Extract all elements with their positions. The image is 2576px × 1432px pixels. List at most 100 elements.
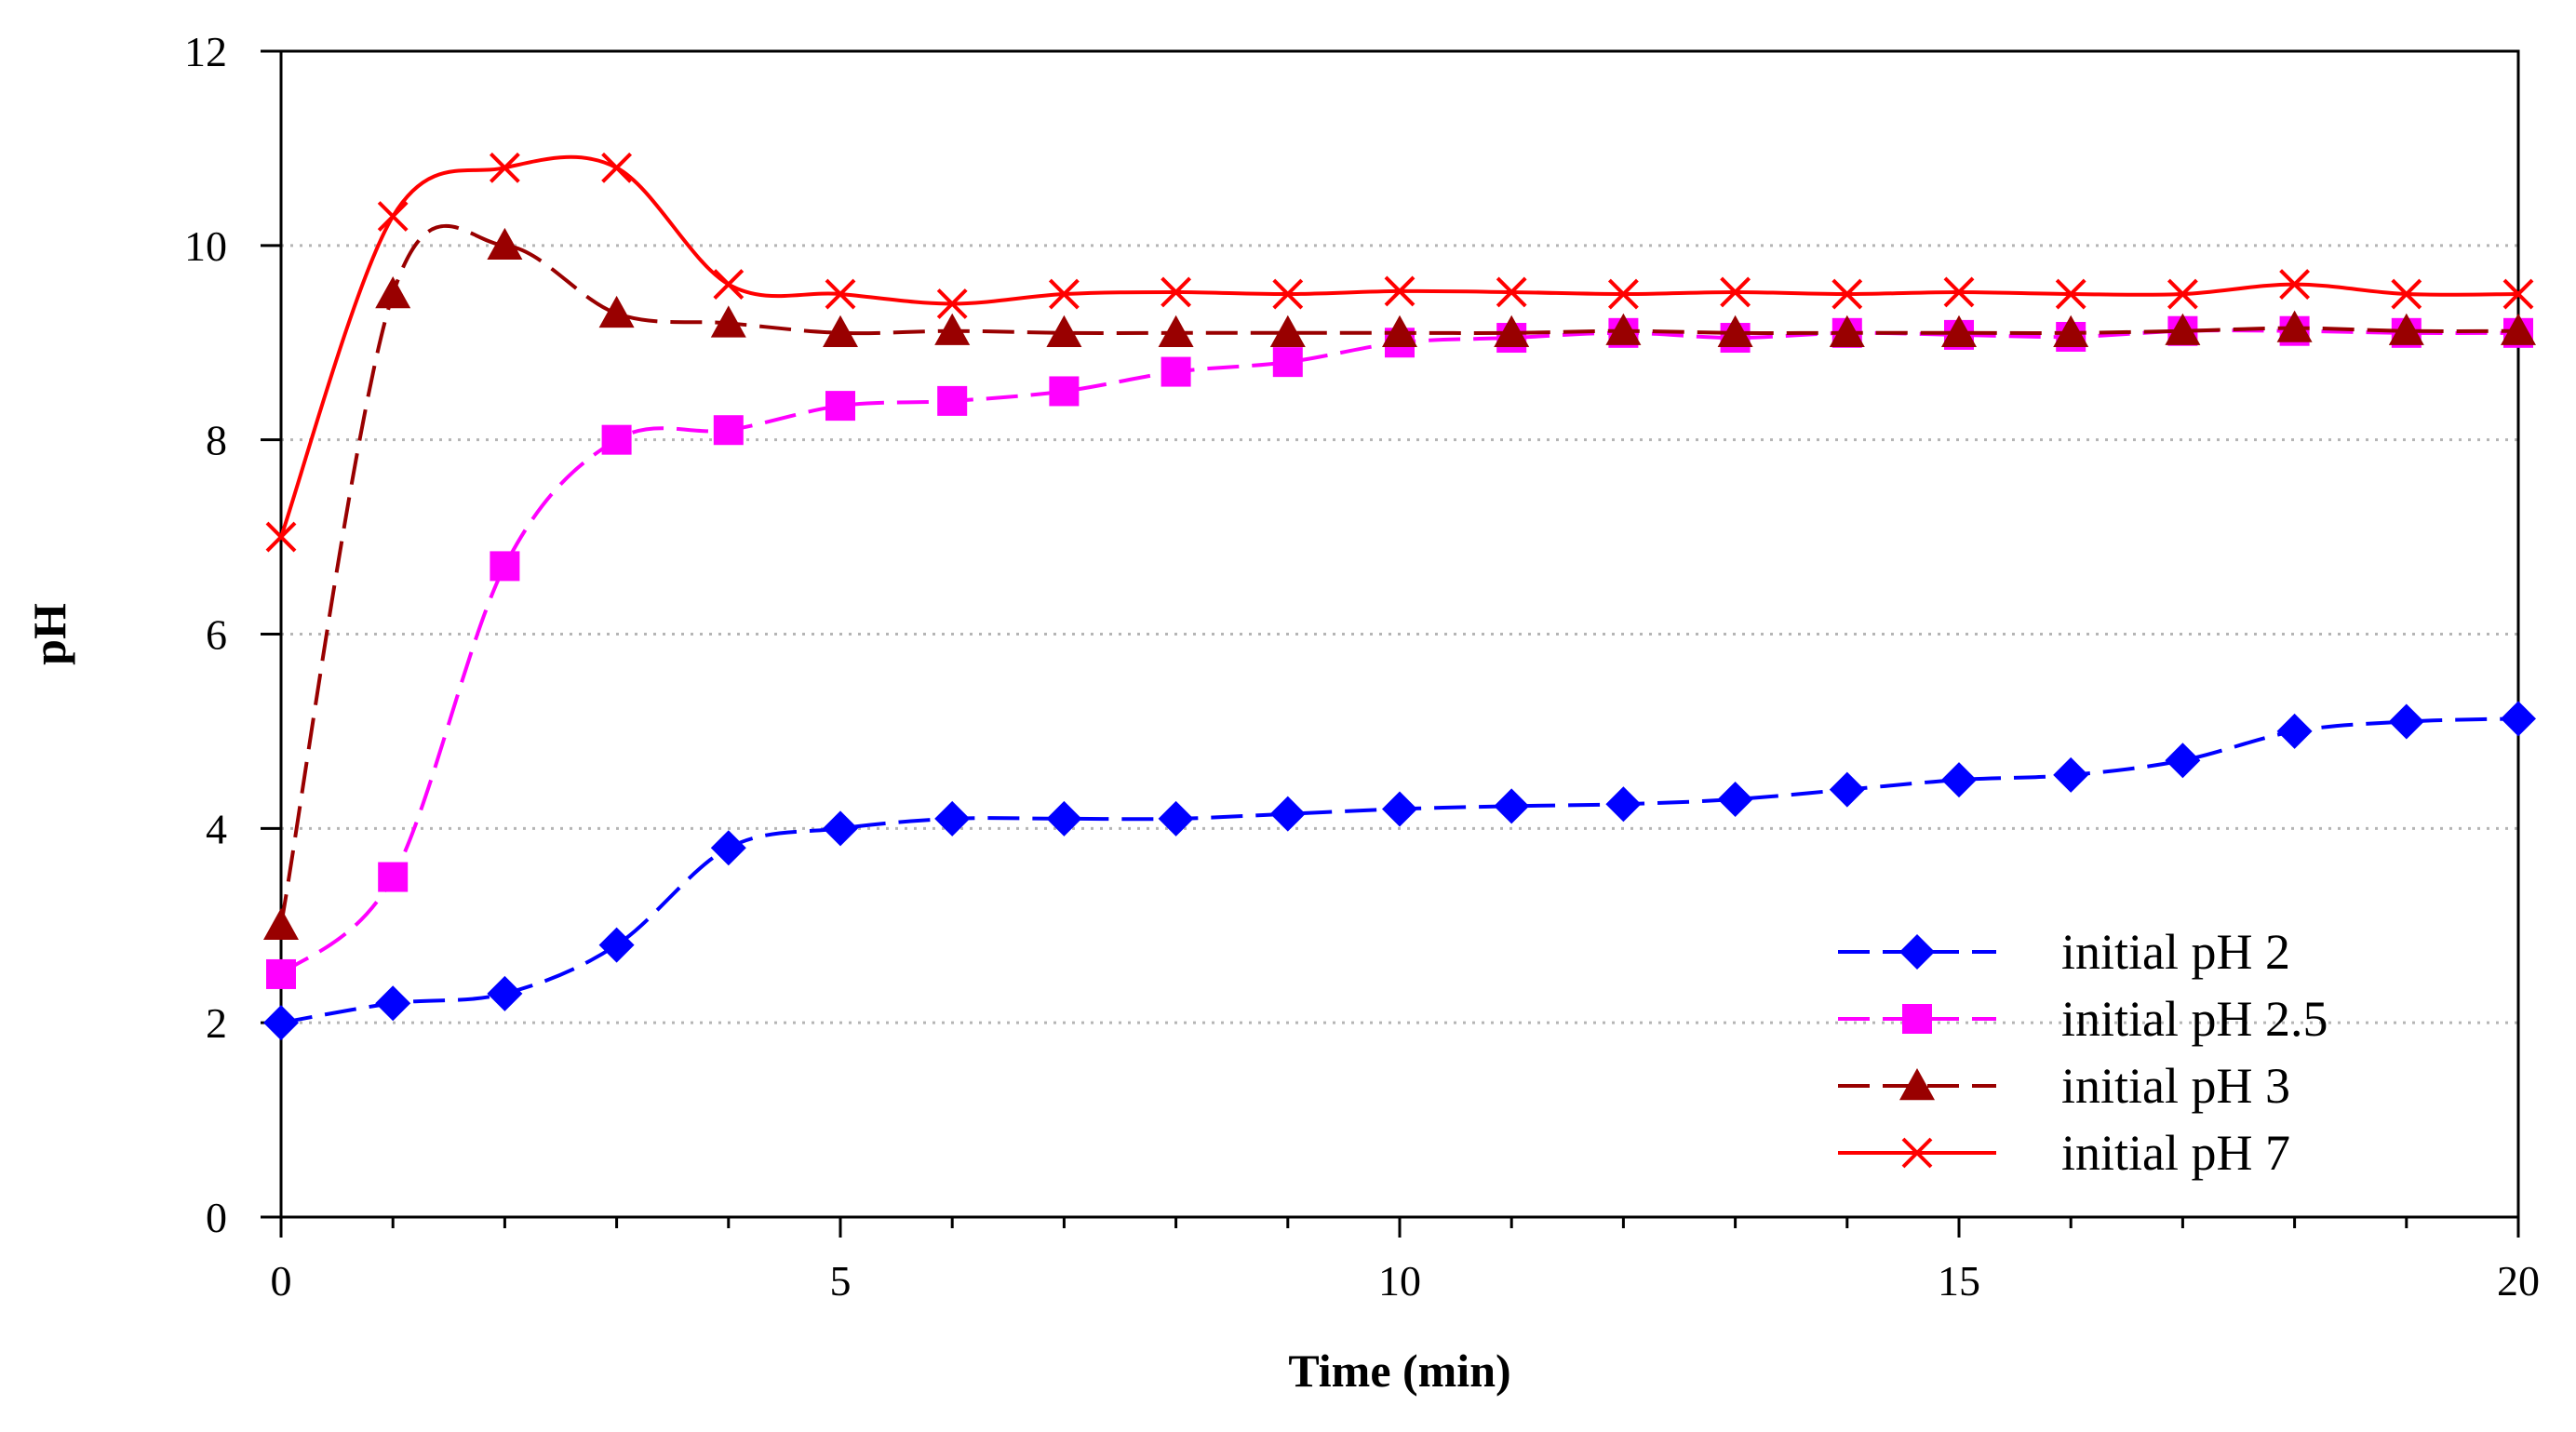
data-point-diamond [2165,743,2201,779]
legend: initial pH 2 initial pH 2.5 initial pH 3 in… [1838,924,2328,1181]
data-point-x [377,201,409,232]
data-point-triangle [1829,315,1865,348]
y-tick-label: 6 [206,611,227,659]
data-point-square [266,958,296,989]
data-point-square [1161,356,1191,387]
series-line [280,716,2519,1025]
x-tick-label: 15 [1938,1257,1980,1305]
y-tick-label: 0 [206,1194,227,1241]
data-point-triangle [375,276,411,309]
data-point-diamond [1382,791,1417,827]
data-point-diamond [934,800,971,836]
data-point-x [1720,276,1751,308]
data-point-triangle [2276,310,2313,342]
data-point-x [2055,278,2086,310]
legend-label: initial pH 7 [2061,1125,2290,1181]
data-point-triangle [1494,315,1530,348]
x-tick-label: 20 [2497,1257,2540,1305]
data-point-diamond [823,810,858,847]
y-axis-title: pH [23,603,75,665]
gridlines [281,49,2518,1024]
series-line [279,223,2519,927]
data-point-diamond [1605,786,1642,823]
data-point-diamond [1158,800,1194,836]
legend-label: initial pH 2 [2061,924,2290,980]
legend-marker [1899,1068,1935,1101]
data-point-square [825,391,855,422]
series-line [279,154,2519,538]
data-point-triangle [2165,313,2201,345]
data-point-x [1607,278,1639,310]
data-point-triangle [2053,315,2089,348]
series-lines [263,152,2536,1041]
data-point-triangle [598,295,635,328]
data-point-x [1943,276,1975,308]
data-point-square [601,424,632,455]
data-point-x [2391,278,2422,310]
data-point-diamond [1717,782,1753,818]
data-point-x [936,288,968,319]
data-point-triangle [2388,313,2424,345]
data-point-diamond [1494,788,1530,824]
series-3 [263,223,2536,940]
data-point-triangle [1717,315,1753,348]
data-point-x [713,269,745,301]
data-point-triangle [710,305,746,338]
data-point-triangle [263,907,299,940]
series-line [279,328,2519,976]
legend-label: initial pH 3 [2061,1058,2290,1114]
y-tick-label: 12 [184,28,227,75]
data-point-x [2167,278,2198,310]
data-point-diamond [2053,756,2089,793]
data-point-square [1049,376,1080,407]
data-point-diamond [375,985,411,1022]
data-point-square [713,415,744,446]
data-point-diamond [2388,703,2424,740]
data-point-diamond [1046,800,1082,836]
legend-marker [1899,934,1935,970]
data-point-diamond [263,1005,299,1041]
data-point-x [2279,269,2311,301]
data-point-triangle [1382,315,1417,348]
axes: 0 2 4 6 8 10 12 0 5 10 15 20 [184,28,2540,1305]
data-point-diamond [710,830,746,866]
data-point-diamond [2276,713,2313,749]
data-point-x [1048,278,1080,310]
y-tick-label: 2 [206,999,227,1047]
data-point-square [378,862,409,892]
data-point-diamond [598,927,635,963]
data-point-triangle [2501,313,2536,345]
series-4 [265,152,2534,553]
y-tick-label: 8 [206,417,227,464]
data-point-x [1272,278,1304,310]
data-point-x [489,152,520,183]
data-point-triangle [1158,315,1194,348]
y-tick-label: 10 [184,222,227,270]
data-point-x [1496,276,1527,308]
data-point-x [825,278,856,310]
data-point-diamond [1829,771,1865,808]
x-tick-label: 0 [271,1257,292,1305]
data-point-triangle [934,313,971,345]
legend-entry-4: initial pH 7 [1838,1125,2290,1181]
data-point-x [2502,278,2534,310]
data-point-square [490,551,520,582]
data-point-square [937,385,968,416]
legend-entry-1: initial pH 2 [1838,924,2290,980]
series-1 [263,701,2536,1041]
data-point-square [1272,347,1303,378]
legend-label: initial pH 2.5 [2061,991,2328,1047]
series-2 [266,315,2533,989]
data-point-diamond [487,975,523,1011]
data-point-x [265,521,297,553]
data-point-triangle [823,315,858,348]
x-axis-title: Time (min) [1288,1345,1510,1397]
data-point-diamond [1269,796,1306,832]
data-point-triangle [487,227,523,261]
x-tick-label: 5 [830,1257,852,1305]
data-point-diamond [1941,762,1977,798]
x-tick-label: 10 [1378,1257,1421,1305]
data-point-triangle [1046,315,1082,348]
legend-marker [1902,1004,1932,1034]
